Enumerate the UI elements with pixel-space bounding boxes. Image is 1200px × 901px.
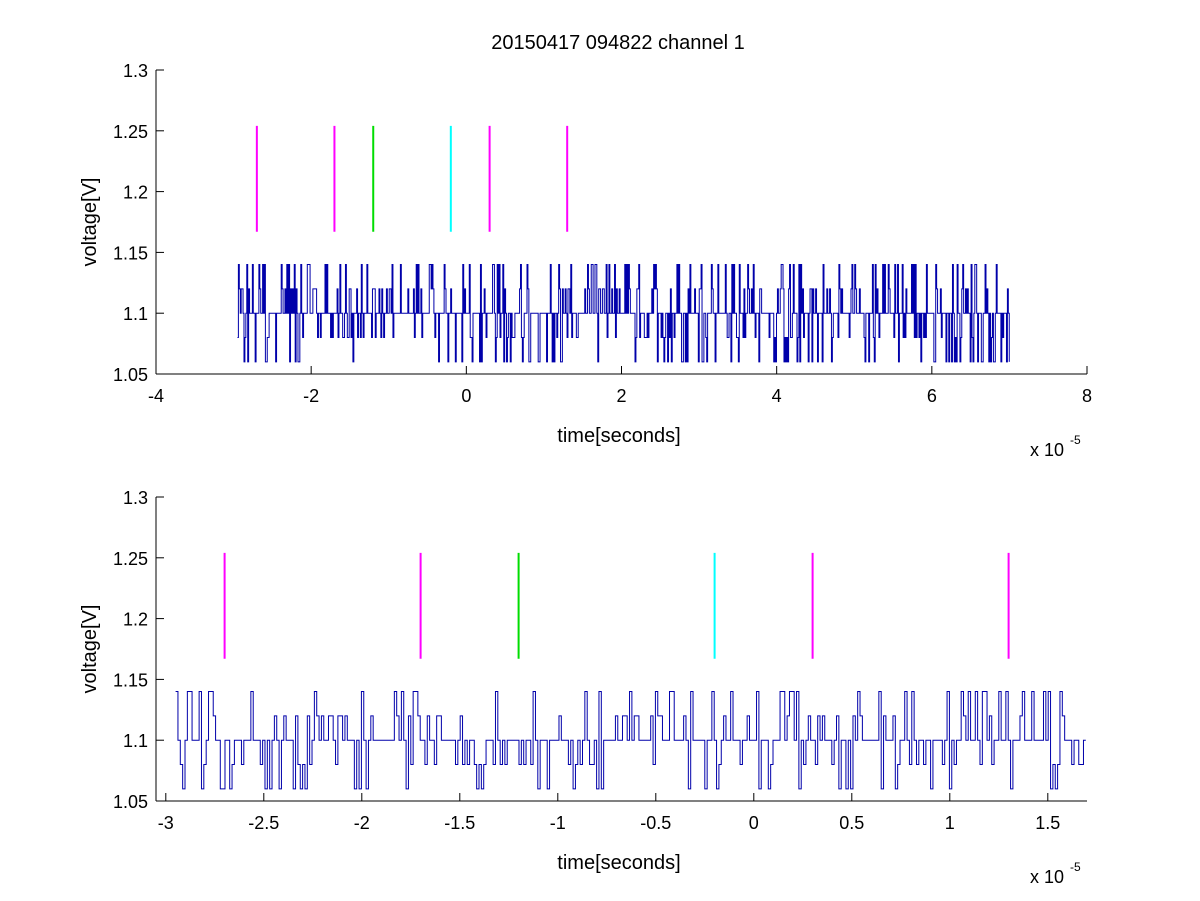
- bottom-x-axis-label: time[seconds]: [557, 852, 680, 874]
- top-y-tick-label: 1.25: [113, 122, 148, 142]
- top-y-tick-label: 1.15: [113, 243, 148, 263]
- bottom-voltage-trace: [175, 691, 1086, 790]
- top-x-tick-label: -4: [148, 386, 164, 406]
- top-x-tick-label: -2: [303, 386, 319, 406]
- bottom-y-axis-label: voltage[V]: [79, 605, 101, 694]
- top-x-tick-label: 0: [461, 386, 471, 406]
- bottom-y-tick-label: 1.05: [113, 792, 148, 812]
- top-x-multiplier-exponent: -5: [1070, 433, 1081, 447]
- top-x-tick-label: 6: [927, 386, 937, 406]
- bottom-x-tick-label: -2.5: [248, 813, 279, 833]
- top-y-axis-label: voltage[V]: [79, 178, 101, 267]
- bottom-x-tick-label: 1: [945, 813, 955, 833]
- bottom-x-tick-label: 1.5: [1035, 813, 1060, 833]
- top-x-multiplier: x 10: [1030, 440, 1064, 460]
- top-y-tick-label: 1.1: [123, 304, 148, 324]
- bottom-y-tick-label: 1.1: [123, 731, 148, 751]
- bottom-y-tick-label: 1.3: [123, 488, 148, 508]
- bottom-y-tick-label: 1.2: [123, 610, 148, 630]
- top-plot: -4 -2 0 2 4 6 8 1.05 1.1 1.15 1.2 1.25 1.3 time[secon…: [79, 61, 1092, 460]
- bottom-x-tick-label: -1: [550, 813, 566, 833]
- bottom-x-tick-label: -2: [354, 813, 370, 833]
- top-x-tick-label: 4: [772, 386, 782, 406]
- top-x-tick-label: 8: [1082, 386, 1092, 406]
- top-x-axis-label: time[seconds]: [557, 425, 680, 447]
- bottom-x-tick-label: 0: [749, 813, 759, 833]
- bottom-y-tick-label: 1.25: [113, 549, 148, 569]
- top-voltage-trace: [237, 264, 1010, 363]
- figure-title: 20150417 094822 channel 1: [491, 32, 745, 54]
- bottom-x-tick-label: -0.5: [640, 813, 671, 833]
- bottom-x-multiplier: x 10: [1030, 867, 1064, 887]
- bottom-x-tick-label: -3: [158, 813, 174, 833]
- bottom-plot: -3 -2.5 -2 -1.5 -1 -0.5 0 0.5 1 1.5 1.05 1.1 1.15 1.2…: [79, 488, 1087, 887]
- bottom-x-multiplier-exponent: -5: [1070, 860, 1081, 874]
- bottom-y-tick-label: 1.15: [113, 670, 148, 690]
- top-y-tick-label: 1.2: [123, 183, 148, 203]
- top-x-tick-label: 2: [616, 386, 626, 406]
- bottom-x-tick-label: 0.5: [839, 813, 864, 833]
- bottom-x-tick-label: -1.5: [444, 813, 475, 833]
- top-y-tick-label: 1.3: [123, 61, 148, 81]
- top-y-tick-label: 1.05: [113, 365, 148, 385]
